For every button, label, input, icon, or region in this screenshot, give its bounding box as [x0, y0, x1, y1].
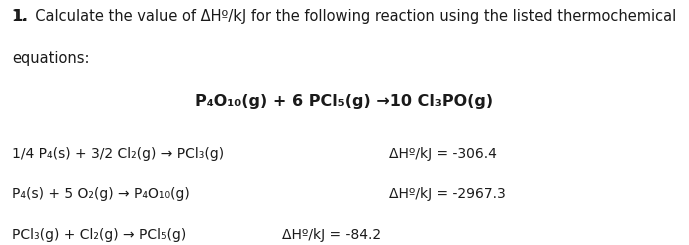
Text: 1.: 1.: [12, 9, 28, 24]
Text: PCl₃(g) + Cl₂(g) → PCl₅(g): PCl₃(g) + Cl₂(g) → PCl₅(g): [12, 228, 187, 242]
Text: ΔHº/kJ = -306.4: ΔHº/kJ = -306.4: [389, 147, 497, 161]
Text: 1.  Calculate the value of ΔHº/kJ for the following reaction using the listed th: 1. Calculate the value of ΔHº/kJ for the…: [12, 9, 677, 24]
Text: P₄O₁₀(g) + 6 PCl₅(g) →10 Cl₃PO(g): P₄O₁₀(g) + 6 PCl₅(g) →10 Cl₃PO(g): [196, 94, 493, 109]
Text: P₄(s) + 5 O₂(g) → P₄O₁₀(g): P₄(s) + 5 O₂(g) → P₄O₁₀(g): [12, 187, 190, 201]
Text: ΔHº/kJ = -84.2: ΔHº/kJ = -84.2: [282, 228, 382, 242]
Text: equations:: equations:: [12, 51, 90, 66]
Text: ΔHº/kJ = -2967.3: ΔHº/kJ = -2967.3: [389, 187, 506, 201]
Text: 1/4 P₄(s) + 3/2 Cl₂(g) → PCl₃(g): 1/4 P₄(s) + 3/2 Cl₂(g) → PCl₃(g): [12, 147, 225, 161]
